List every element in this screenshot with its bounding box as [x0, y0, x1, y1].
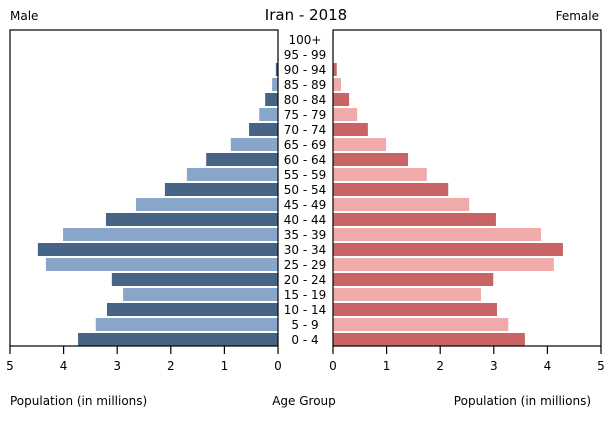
male-bar [275, 63, 278, 76]
age-group-label: 15 - 19 [284, 288, 327, 302]
male-bar [37, 243, 278, 256]
male-bar [105, 213, 278, 226]
male-bar [111, 273, 278, 286]
age-group-label: 35 - 39 [284, 228, 327, 242]
female-bar [333, 168, 427, 181]
male-x-tick-label: 0 [274, 359, 282, 373]
age-group-axis-label: Age Group [272, 394, 336, 408]
age-group-label: 90 - 94 [284, 63, 327, 77]
age-group-label: 0 - 4 [291, 333, 318, 347]
female-x-tick-label: 3 [490, 359, 498, 373]
age-group-label: 100+ [289, 33, 322, 47]
female-bars [333, 33, 563, 346]
male-label: Male [10, 9, 38, 23]
female-bar [333, 258, 554, 271]
female-x-axis: 0 1 2 3 4 5 [329, 346, 605, 373]
male-bar [107, 303, 279, 316]
male-x-tick-label: 5 [6, 359, 14, 373]
female-bar [333, 183, 449, 196]
male-bar [123, 288, 278, 301]
male-bar [135, 198, 278, 211]
female-bar [333, 228, 541, 241]
female-bar [333, 303, 498, 316]
age-group-label: 70 - 74 [284, 123, 327, 137]
female-x-tick-label: 0 [329, 359, 337, 373]
female-bar [333, 78, 342, 91]
female-bar [333, 108, 358, 121]
female-bar [333, 93, 350, 106]
male-bar [259, 108, 278, 121]
female-bar [333, 123, 368, 136]
male-bar [249, 123, 278, 136]
female-bar [333, 153, 409, 166]
age-group-label: 20 - 24 [284, 273, 327, 287]
male-bar [265, 93, 278, 106]
male-x-tick-label: 3 [113, 359, 121, 373]
age-group-label: 45 - 49 [284, 198, 327, 212]
female-bar [333, 273, 494, 286]
male-bars [37, 33, 279, 346]
female-x-tick-label: 4 [544, 359, 552, 373]
female-bar [333, 63, 337, 76]
age-group-label: 95 - 99 [284, 48, 327, 62]
age-group-label: 30 - 34 [284, 243, 327, 257]
male-bar [78, 333, 279, 346]
female-bar [333, 243, 563, 256]
female-bar [333, 288, 481, 301]
female-label: Female [556, 9, 599, 23]
male-bar [164, 183, 278, 196]
female-bar [333, 198, 470, 211]
male-x-tick-label: 4 [60, 359, 68, 373]
male-bar [186, 168, 278, 181]
age-group-label: 25 - 29 [284, 258, 327, 272]
male-plot-frame [9, 29, 279, 347]
age-group-label: 65 - 69 [284, 138, 327, 152]
female-x-tick-label: 1 [383, 359, 391, 373]
male-bar [45, 258, 278, 271]
age-group-label: 55 - 59 [284, 168, 327, 182]
age-group-label: 85 - 89 [284, 78, 327, 92]
male-bar [95, 318, 278, 331]
age-group-label: 60 - 64 [284, 153, 327, 167]
female-x-axis-label: Population (in millions) [454, 394, 591, 408]
male-x-tick-label: 2 [167, 359, 175, 373]
female-plot-frame [332, 29, 602, 347]
male-x-tick-label: 1 [221, 359, 229, 373]
age-group-label: 10 - 14 [284, 303, 327, 317]
female-bar [333, 138, 387, 151]
age-group-label: 40 - 44 [284, 213, 327, 227]
female-bar [333, 333, 525, 346]
male-bar [63, 228, 279, 241]
female-x-tick-label: 5 [597, 359, 605, 373]
male-x-axis: 0 1 2 3 4 5 [6, 346, 282, 373]
female-x-tick-label: 2 [436, 359, 444, 373]
male-x-axis-label: Population (in millions) [10, 394, 147, 408]
female-bar [333, 213, 496, 226]
age-group-label: 50 - 54 [284, 183, 327, 197]
female-bar [333, 318, 509, 331]
male-bar [206, 153, 278, 166]
age-group-label: 80 - 84 [284, 93, 327, 107]
age-group-label: 5 - 9 [291, 318, 318, 332]
male-bar [272, 78, 278, 91]
chart-title: Iran - 2018 [265, 6, 347, 24]
age-group-label: 75 - 79 [284, 108, 327, 122]
male-bar [230, 138, 278, 151]
